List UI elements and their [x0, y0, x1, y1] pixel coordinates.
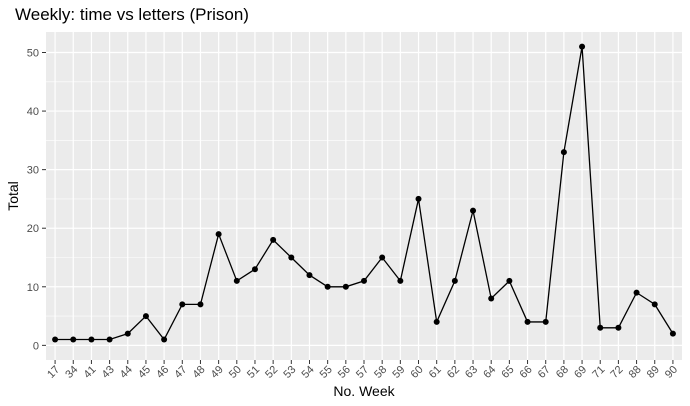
x-tick-label: 62 — [445, 364, 462, 381]
x-tick-label: 88 — [627, 364, 644, 381]
data-point — [106, 336, 113, 343]
data-points — [52, 43, 676, 343]
x-tick-label: 56 — [336, 364, 353, 381]
x-tick-label: 55 — [318, 364, 335, 381]
data-point — [70, 336, 77, 343]
x-tick-label: 54 — [300, 364, 317, 381]
y-tick-label: 20 — [27, 223, 39, 235]
data-point — [488, 295, 495, 302]
x-tick-label: 52 — [263, 364, 280, 381]
x-tick-label: 66 — [518, 364, 535, 381]
x-tick-label: 48 — [190, 364, 207, 381]
data-point — [397, 277, 404, 284]
y-tick-label: 10 — [27, 282, 39, 294]
y-tick-label: 0 — [33, 340, 39, 352]
data-point — [633, 289, 640, 296]
data-point — [379, 254, 386, 261]
y-tick-label: 40 — [27, 106, 39, 118]
x-tick-label: 34 — [63, 364, 80, 381]
data-point — [306, 272, 313, 279]
data-point — [251, 266, 258, 273]
x-tick-label: 51 — [245, 364, 262, 381]
data-point — [470, 207, 477, 214]
data-point — [451, 277, 458, 284]
y-axis-title: Total — [5, 181, 21, 211]
data-point — [579, 43, 586, 50]
data-point — [233, 277, 240, 284]
x-axis-title: No. Week — [333, 383, 395, 399]
x-tick-label: 60 — [409, 364, 426, 381]
x-tick-label: 53 — [281, 364, 298, 381]
y-axis: 0 10 20 30 40 50 — [27, 48, 46, 352]
x-tick-label: 41 — [81, 364, 98, 381]
y-tick-label: 50 — [27, 48, 39, 60]
x-tick-label: 44 — [118, 364, 135, 381]
x-tick-label: 71 — [590, 364, 607, 381]
x-tick-label: 68 — [554, 364, 571, 381]
data-point — [179, 301, 186, 308]
x-tick-label: 46 — [154, 364, 171, 381]
data-point — [651, 301, 658, 308]
x-tick-label: 49 — [209, 364, 226, 381]
data-point — [52, 336, 59, 343]
data-point — [342, 283, 349, 290]
chart-title: Weekly: time vs letters (Prison) — [15, 5, 249, 24]
data-point — [361, 277, 367, 284]
data-point — [433, 318, 440, 325]
data-point — [615, 324, 622, 331]
x-tick-label: 69 — [572, 364, 589, 381]
x-tick-label: 58 — [372, 364, 389, 381]
data-point — [161, 336, 168, 343]
x-tick-label: 47 — [172, 364, 189, 381]
x-tick-label: 64 — [481, 364, 498, 381]
x-tick-label: 63 — [463, 364, 480, 381]
data-point — [597, 324, 604, 331]
data-point — [142, 313, 149, 320]
data-point — [324, 283, 331, 290]
data-point — [270, 236, 277, 243]
data-point — [88, 336, 95, 343]
data-point — [415, 195, 422, 202]
data-point — [669, 330, 676, 337]
x-tick-label: 72 — [608, 364, 625, 381]
data-point — [215, 231, 222, 238]
x-tick-label: 45 — [136, 364, 153, 381]
x-tick-label: 61 — [427, 364, 444, 381]
x-tick-label: 89 — [645, 364, 662, 381]
x-tick-label: 67 — [536, 364, 553, 381]
x-tick-label: 43 — [100, 364, 117, 381]
data-point — [197, 301, 204, 308]
x-tick-label: 65 — [499, 364, 516, 381]
data-point — [542, 318, 549, 325]
x-tick-label: 57 — [354, 364, 371, 381]
x-axis: 17 34 41 43 44 45 46 47 48 49 50 51 52 53 54 55 56 57 58 59… — [45, 360, 680, 381]
data-point — [506, 277, 513, 284]
data-point — [288, 254, 295, 261]
data-point — [524, 318, 531, 325]
data-point — [124, 330, 131, 337]
y-tick-label: 30 — [27, 165, 39, 177]
x-tick-label: 50 — [227, 364, 244, 381]
x-tick-label: 59 — [390, 364, 407, 381]
x-tick-label: 17 — [45, 364, 62, 381]
data-point — [560, 149, 567, 156]
x-tick-label: 90 — [663, 364, 680, 381]
